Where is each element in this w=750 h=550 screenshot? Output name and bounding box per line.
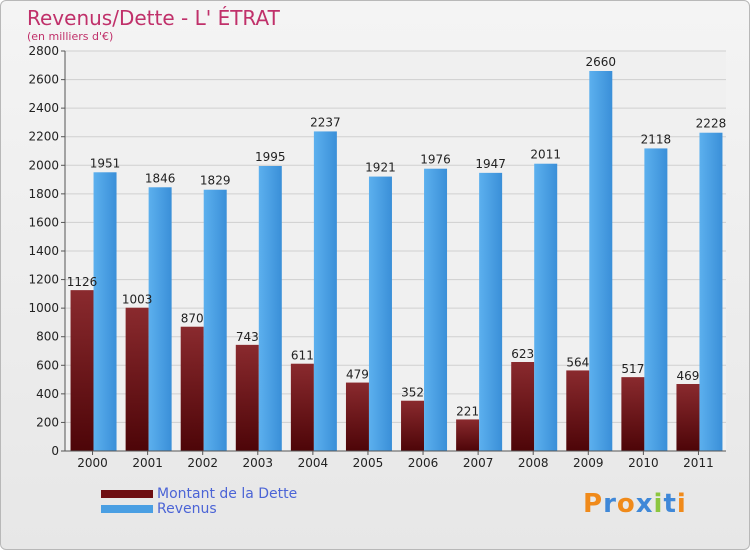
data-label-revenus: 2011	[530, 148, 561, 162]
data-label-dette: 564	[566, 355, 589, 369]
y-tick-label: 2000	[28, 158, 59, 172]
y-tick-label: 2600	[28, 73, 59, 87]
bar-dette	[345, 382, 369, 451]
x-tick-label: 2011	[683, 456, 714, 470]
data-label-revenus: 1951	[90, 156, 121, 170]
bar-dette	[70, 290, 94, 451]
bar-dette	[676, 384, 700, 451]
legend-swatch-revenus	[101, 505, 153, 513]
bar-revenus	[644, 148, 668, 451]
bar-dette	[401, 400, 425, 451]
bar-revenus	[368, 176, 392, 452]
data-label-revenus: 2118	[641, 132, 672, 146]
legend-label-dette: Montant de la Dette	[157, 486, 298, 502]
bar-dette	[290, 363, 314, 451]
x-tick-label: 2001	[132, 456, 163, 470]
proxiti-logo: Proxiti	[583, 489, 687, 519]
data-label-revenus: 2660	[586, 55, 617, 69]
data-label-dette: 221	[456, 404, 479, 418]
x-tick-label: 2002	[187, 456, 218, 470]
x-tick-label: 2003	[243, 456, 274, 470]
data-label-dette: 611	[291, 349, 314, 363]
x-tick-label: 2007	[463, 456, 494, 470]
bar-revenus	[258, 166, 282, 451]
x-tick-label: 2006	[408, 456, 439, 470]
x-tick-label: 2009	[573, 456, 604, 470]
data-label-revenus: 2228	[696, 117, 727, 131]
y-tick-label: 200	[36, 415, 59, 429]
legend-label-revenus: Revenus	[157, 501, 217, 517]
bar-revenus	[203, 189, 227, 451]
x-tick-label: 2000	[77, 456, 108, 470]
x-tick-label: 2004	[298, 456, 329, 470]
y-tick-label: 1400	[28, 244, 59, 258]
data-label-dette: 870	[181, 312, 204, 326]
data-label-dette: 352	[401, 386, 424, 400]
x-tick-label: 2010	[628, 456, 659, 470]
bar-dette	[180, 326, 204, 451]
y-tick-label: 0	[51, 444, 59, 458]
legend-swatch-dette	[101, 490, 153, 498]
chart-title: Revenus/Dette - L' ÉTRAT	[27, 6, 280, 30]
data-label-dette: 743	[236, 330, 259, 344]
bar-revenus	[148, 187, 172, 452]
data-label-revenus: 1846	[145, 171, 176, 185]
y-tick-label: 1000	[28, 301, 59, 315]
y-tick-label: 800	[36, 330, 59, 344]
data-label-revenus: 1947	[475, 157, 506, 171]
bar-dette	[235, 344, 259, 451]
y-tick-label: 600	[36, 358, 59, 372]
bar-revenus	[479, 172, 503, 451]
bar-revenus	[93, 172, 117, 452]
data-label-dette: 1126	[67, 275, 98, 289]
bar-revenus	[589, 71, 613, 451]
data-label-revenus: 1976	[420, 153, 451, 167]
data-label-revenus: 2237	[310, 115, 341, 129]
data-label-dette: 479	[346, 368, 369, 382]
y-tick-label: 2400	[28, 101, 59, 115]
bar-revenus	[424, 168, 448, 451]
bar-dette	[621, 377, 645, 451]
y-tick-label: 1800	[28, 187, 59, 201]
data-label-revenus: 1995	[255, 150, 286, 164]
bar-revenus	[534, 163, 558, 451]
data-label-dette: 623	[511, 347, 534, 361]
bar-revenus	[699, 132, 723, 451]
y-tick-label: 1200	[28, 273, 59, 287]
x-tick-label: 2005	[353, 456, 384, 470]
data-label-revenus: 1921	[365, 161, 396, 175]
x-tick-label: 2008	[518, 456, 549, 470]
y-tick-label: 400	[36, 387, 59, 401]
bar-dette	[566, 370, 590, 451]
data-label-revenus: 1829	[200, 174, 231, 188]
bar-dette	[511, 362, 535, 451]
y-tick-label: 2800	[28, 44, 59, 58]
chart-subtitle: (en milliers d'€)	[27, 30, 114, 43]
y-tick-label: 2200	[28, 130, 59, 144]
data-label-dette: 469	[677, 369, 700, 383]
bar-dette	[456, 419, 480, 451]
y-tick-label: 1600	[28, 215, 59, 229]
bar-revenus	[313, 131, 337, 451]
data-label-dette: 517	[621, 362, 644, 376]
bar-dette	[125, 307, 149, 451]
data-label-dette: 1003	[122, 293, 153, 307]
